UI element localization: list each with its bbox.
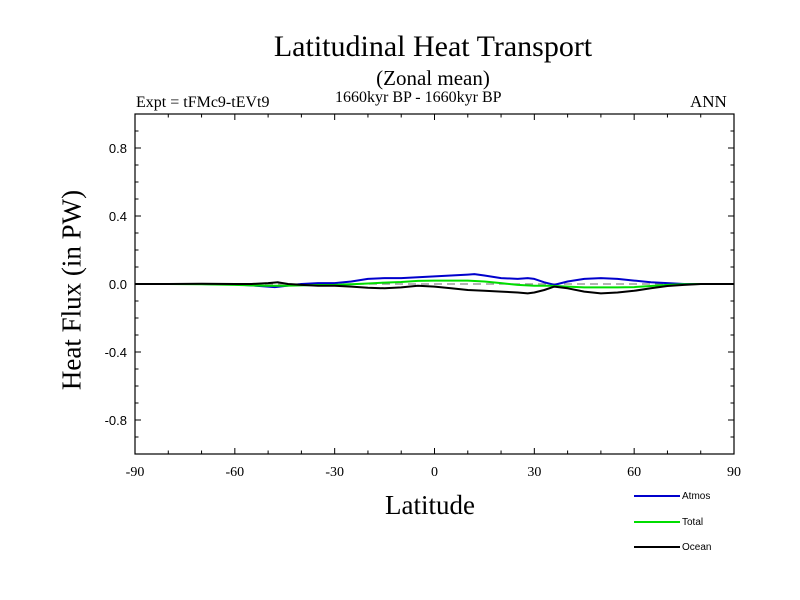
chart-title: Latitudinal Heat Transport bbox=[273, 30, 593, 63]
legend-label-total: Total bbox=[682, 517, 704, 528]
x-tick-label: 30 bbox=[527, 465, 541, 480]
x-tick-label: -90 bbox=[126, 465, 145, 480]
legend-label-atmos: Atmos bbox=[682, 491, 711, 502]
period-label: 1660kyr BP - 1660kyr BP bbox=[335, 89, 502, 106]
season-label: ANN bbox=[690, 92, 727, 111]
x-tick-label: -30 bbox=[325, 465, 344, 480]
tick-labels: -90 -60 -30 0 30 60 90 -0.8 -0.4 0.0 0.4 0.8 bbox=[105, 141, 741, 480]
y-axis-label: Heat Flux (in PW) bbox=[56, 189, 87, 391]
legend-label-ocean: Ocean bbox=[682, 542, 712, 553]
y-tick-label: 0.8 bbox=[109, 141, 127, 156]
y-tick-label: -0.4 bbox=[105, 345, 127, 360]
tick-marks bbox=[134, 113, 735, 455]
y-tick-label: 0.4 bbox=[109, 209, 127, 224]
x-tick-label: 90 bbox=[727, 465, 741, 480]
x-tick-label: -60 bbox=[225, 465, 244, 480]
legend bbox=[634, 495, 680, 548]
experiment-label: Expt = tFMc9-tEVt9 bbox=[136, 94, 270, 111]
y-tick-label: 0.0 bbox=[109, 277, 127, 292]
series-line-atmos bbox=[135, 273, 734, 289]
series-group bbox=[135, 273, 734, 295]
series-line-ocean bbox=[135, 281, 734, 295]
chart-subtitle: (Zonal mean) bbox=[376, 66, 490, 90]
x-tick-label: 0 bbox=[431, 465, 438, 480]
x-tick-label: 60 bbox=[627, 465, 641, 480]
y-tick-label: -0.8 bbox=[105, 413, 127, 428]
series-line-total bbox=[135, 279, 734, 289]
x-axis-label: Latitude bbox=[385, 490, 475, 520]
